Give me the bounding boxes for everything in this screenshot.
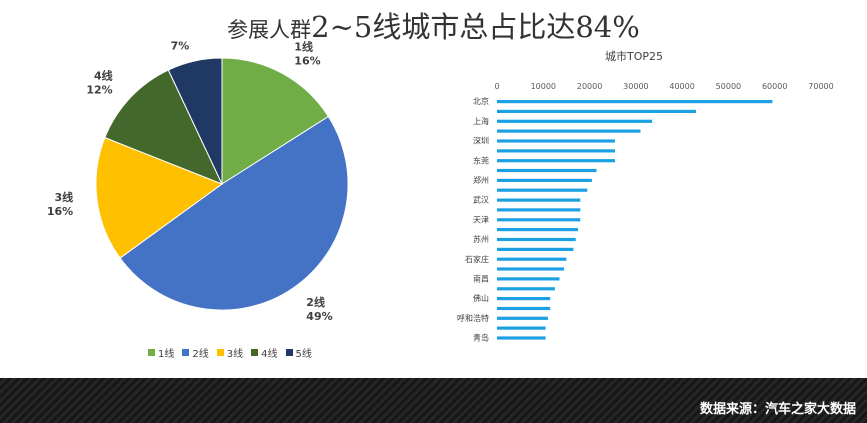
category-label: 南昌 [473,274,489,284]
x-tick-label: 60000 [762,82,787,91]
bar-4 [497,129,641,133]
bar-3 [497,119,653,123]
pie-slices [95,57,349,311]
x-tick-label: 30000 [623,82,648,91]
category-label: 呼和浩特 [457,313,489,323]
legend-label: 5线 [295,348,312,360]
legend-item-2: 2线 [182,345,209,360]
pie-label-2: 2线 [306,295,325,309]
bar-24 [497,326,546,330]
bar-11 [497,198,581,202]
category-label: 深圳 [473,136,489,146]
bar-25 [497,336,546,340]
title-main: 2~5线城市总占比达84% [311,10,640,44]
legend-item-5: 5线 [285,345,312,360]
bar-14 [497,228,578,232]
bar-20 [497,287,555,291]
x-tick-label: 10000 [531,82,556,91]
pie-slice-1 [221,57,330,185]
bar-23 [497,316,548,320]
legend-item-4: 4线 [251,345,278,360]
title-lead: 参展人群 [227,18,312,42]
bar-22 [497,306,551,311]
pie-slice-4 [104,69,223,185]
bar-13 [497,218,581,222]
x-tick-label: 0 [494,82,499,91]
bar-15 [497,237,576,242]
bar-9 [497,178,592,182]
pie-value-label-2: 49% [306,310,332,323]
legend-swatch [251,348,259,356]
bar-10 [497,188,588,192]
pie-value-label-5: 7% [171,40,190,53]
bar-7 [497,159,615,163]
bar-17 [497,257,567,261]
legend-swatch [285,348,293,356]
legend-swatch [148,348,155,356]
footer-bar: 数据来源：汽车之家大数据 [0,378,867,423]
bar-8 [497,168,597,173]
pie-label-5: 5线 [171,38,190,39]
bar-5 [497,139,615,143]
legend-label: 1线 [158,348,175,360]
pie-label-1: 1线 [294,40,313,54]
legend-label: 4线 [261,348,278,360]
x-tick-label: 40000 [669,82,694,91]
pie-label-3: 3线 [55,190,74,204]
bar-19 [497,277,560,281]
bar-16 [497,247,574,251]
pie-label-4: 4线 [94,68,113,82]
category-label: 上海 [473,116,489,126]
legend-label: 3线 [226,348,244,360]
bar-6 [497,149,615,153]
legend-swatch [216,348,224,356]
bar-1 [497,100,773,104]
bar-2 [497,109,696,113]
pie-slice-2 [119,115,349,311]
category-label: 石家庄 [465,254,489,264]
legend-item-3: 3线 [216,345,244,360]
bar-x-ticks: 0 10000 20000 30000 40000 50000 60000 70000 [494,82,833,91]
category-label: 武汉 [473,195,489,205]
pie-slice-3 [95,136,224,259]
bar-21 [497,297,551,301]
bar-chart: 城市TOP25 0 10000 20000 30000 40000 50000 60000 7… [457,49,834,343]
bar-chart-title: 城市TOP25 [605,49,663,63]
category-label: 郑州 [473,175,489,185]
pie-value-label-1: 16% [294,55,320,68]
legend-swatch [182,348,190,356]
pie-slice-5 [167,57,223,185]
x-tick-label: 50000 [716,82,741,91]
category-label: 青岛 [473,333,489,343]
pie-legend: 1线 2线 3线 4线 5线 [148,345,320,360]
legend-item-1: 1线 [148,345,174,360]
pie-value-label-3: 16% [47,205,73,218]
x-tick-label: 20000 [577,82,602,91]
category-label: 东莞 [473,155,489,165]
legend-label: 2线 [192,348,209,360]
category-label: 北京 [473,96,489,106]
data-source: 数据来源：汽车之家大数据 [699,402,856,417]
category-label: 天津 [473,214,489,224]
bar-12 [497,208,581,212]
x-tick-label: 70000 [808,82,833,91]
category-label: 佛山 [473,293,489,303]
category-label: 苏州 [473,234,489,244]
pie-value-label-4: 12% [86,83,112,96]
page-title: 参展人群2~5线城市总占比达84% [0,4,867,46]
bar-bars [497,100,773,340]
bar-18 [497,267,565,271]
